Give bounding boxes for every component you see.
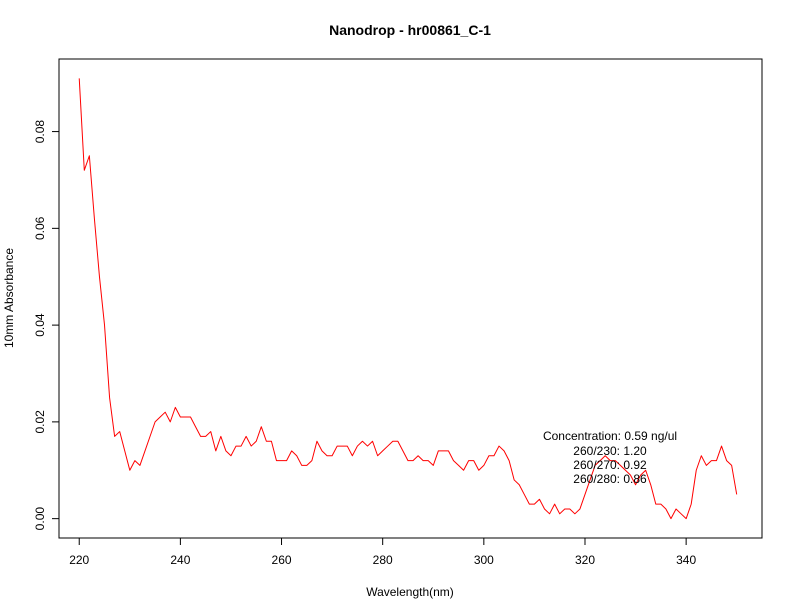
x-tick-label: 320: [575, 553, 595, 567]
x-tick-label: 260: [272, 553, 292, 567]
y-tick-label: 0.00: [33, 507, 47, 531]
y-tick-label: 0.08: [33, 120, 47, 144]
y-tick-label: 0.02: [33, 410, 47, 434]
series-layer: [78, 78, 738, 520]
y-tick-label: 0.06: [33, 216, 47, 240]
annotation-concentration: Concentration: 0.59 ng/ul: [543, 429, 677, 443]
x-tick-label: 220: [69, 553, 89, 567]
y-axis-label: 10mm Absorbance: [2, 248, 16, 348]
x-tick-label: 300: [474, 553, 494, 567]
x-axis: 220 240 260 280 300 320 340: [69, 537, 696, 567]
x-axis-label: Wavelength(nm): [366, 585, 454, 599]
y-axis: 0.00 0.02 0.04 0.06 0.08: [33, 120, 60, 531]
chart-title: Nanodrop - hr00861_C-1: [329, 22, 491, 38]
x-tick-label: 240: [170, 553, 190, 567]
annotation-block: Concentration: 0.59 ng/ul 260/230: 1.20 …: [543, 429, 677, 486]
x-tick-label: 340: [676, 553, 696, 567]
absorbance-series-line: [78, 78, 738, 520]
annotation-ratio-260-280: 260/280: 0.86: [573, 472, 647, 486]
y-tick-label: 0.04: [33, 313, 47, 337]
annotation-ratio-260-230: 260/230: 1.20: [573, 444, 647, 458]
annotation-ratio-260-270: 260/270: 0.92: [573, 458, 647, 472]
plot-area-frame: [58, 58, 763, 539]
x-tick-label: 280: [373, 553, 393, 567]
